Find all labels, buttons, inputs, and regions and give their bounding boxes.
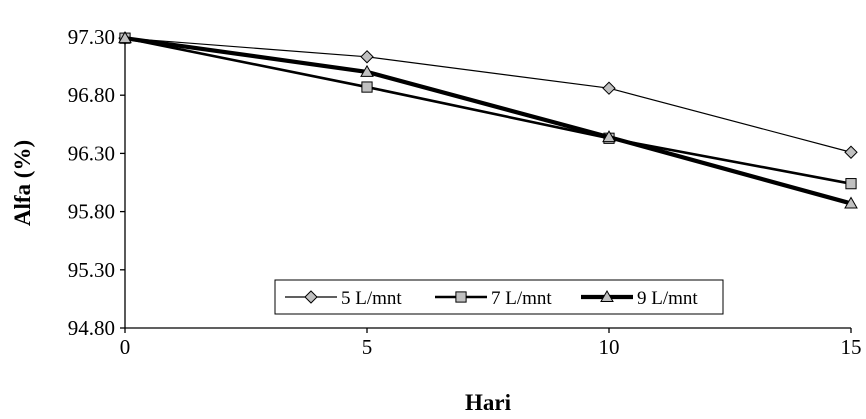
data-point: [844, 196, 858, 209]
data-point: [361, 81, 373, 93]
series-line: [124, 36, 852, 206]
y-tick-label: 95.80: [68, 200, 115, 224]
legend-label: 7 L/mnt: [491, 288, 552, 309]
y-tick-label: 94.80: [68, 316, 115, 340]
legend-item: 9 L/mnt: [581, 288, 698, 309]
legend-item: 5 L/mnt: [285, 288, 402, 309]
legend-label: 5 L/mnt: [341, 288, 402, 309]
legend-marker: [455, 291, 467, 303]
series-line: [124, 37, 852, 153]
x-tick-label: 15: [841, 335, 862, 359]
x-tick-label: 5: [362, 335, 373, 359]
y-axis: 94.80 95.30 95.80 96.30 96.80 97.30: [68, 25, 126, 340]
legend-marker: [304, 290, 318, 304]
legend-marker: [600, 289, 614, 302]
series-line: [124, 36, 852, 185]
data-point: [360, 64, 374, 77]
y-tick-label: 96.80: [68, 83, 115, 107]
series-triangle: [118, 31, 858, 209]
legend-label: 9 L/mnt: [637, 288, 698, 309]
data-point: [845, 178, 857, 190]
y-tick-label: 95.30: [68, 258, 115, 282]
legend-item: 7 L/mnt: [435, 288, 552, 309]
y-tick-label: 96.30: [68, 141, 115, 165]
data-point: [360, 50, 374, 64]
x-axis: 0 5 10 15: [120, 327, 862, 359]
legend-box: [274, 279, 724, 315]
x-axis-title: Hari: [465, 390, 512, 415]
data-point: [602, 130, 616, 143]
series-square: [119, 32, 857, 190]
x-tick-label: 0: [120, 335, 131, 359]
data-point: [602, 81, 616, 95]
y-axis-title: Alfa (%): [10, 140, 35, 226]
legend: 5 L/mnt 7 L/mnt 9 L/mnt: [274, 279, 724, 315]
series-layer: [118, 31, 858, 209]
x-tick-label: 10: [599, 335, 620, 359]
y-tick-label: 97.30: [68, 25, 115, 49]
data-point: [118, 31, 132, 44]
data-point: [844, 145, 858, 159]
